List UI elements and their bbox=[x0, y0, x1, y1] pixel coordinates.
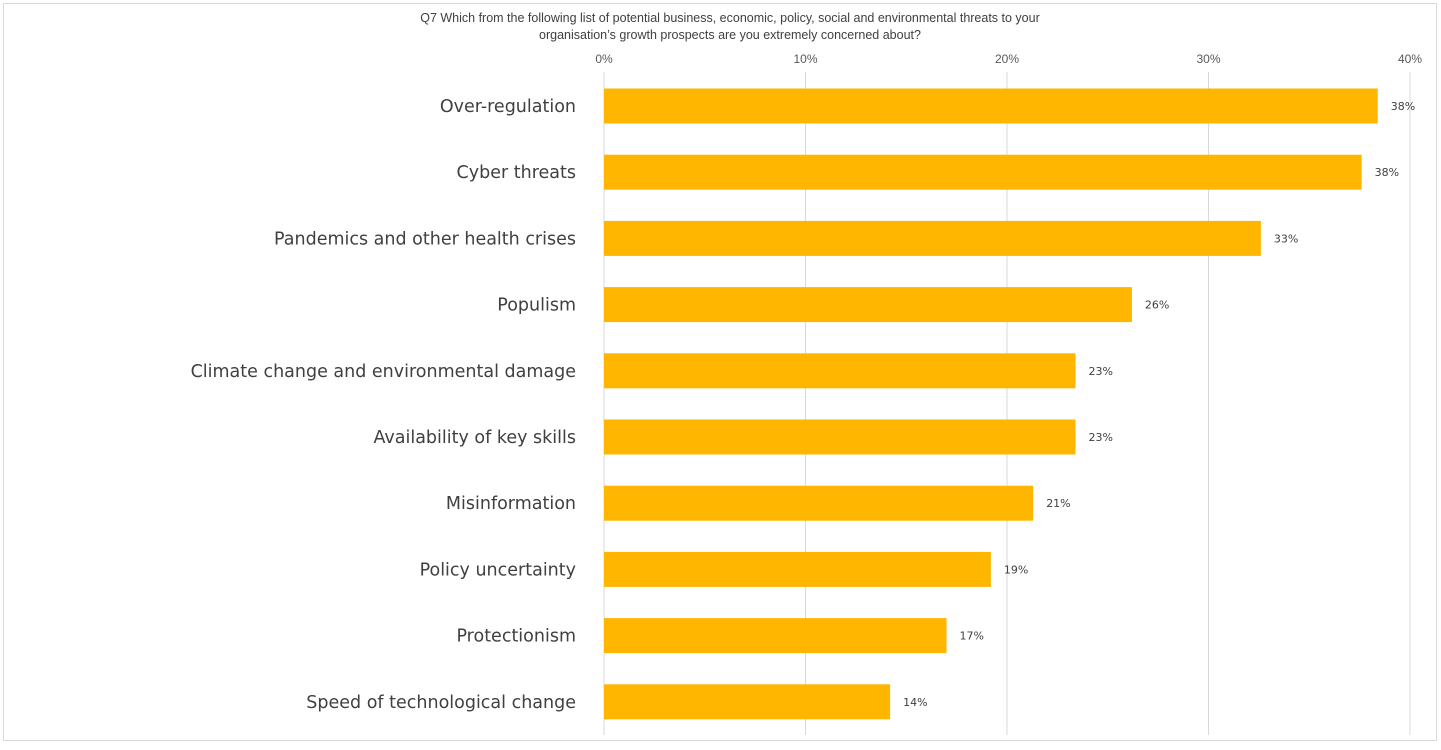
chart-title-line: Q7 Which from the following list of pote… bbox=[420, 11, 1040, 25]
bar bbox=[604, 88, 1378, 124]
data-label: 26% bbox=[1145, 299, 1169, 312]
category-label: Misinformation bbox=[446, 494, 576, 514]
bar bbox=[604, 220, 1261, 256]
value-labels: 38% 38% 33% 26% 23% 23% 21% 19% 17% 14% bbox=[903, 100, 1415, 709]
category-label: Speed of technological change bbox=[306, 693, 576, 713]
bar bbox=[604, 154, 1362, 190]
category-label: Protectionism bbox=[456, 627, 576, 647]
bars bbox=[604, 88, 1378, 720]
bar bbox=[604, 551, 991, 587]
bar bbox=[604, 353, 1076, 389]
data-label: 23% bbox=[1089, 431, 1113, 444]
category-label: Over-regulation bbox=[440, 97, 576, 117]
category-label: Availability of key skills bbox=[373, 428, 576, 448]
category-label: Pandemics and other health crises bbox=[274, 229, 576, 249]
category-label: Policy uncertainty bbox=[420, 560, 576, 580]
x-tick-label: 20% bbox=[995, 52, 1019, 66]
data-label: 23% bbox=[1089, 365, 1113, 378]
x-tick-label: 40% bbox=[1398, 52, 1422, 66]
bar bbox=[604, 485, 1034, 521]
bar bbox=[604, 287, 1132, 323]
bar bbox=[604, 419, 1076, 455]
data-label: 14% bbox=[903, 696, 927, 709]
category-labels: Over-regulation Cyber threats Pandemics an… bbox=[191, 97, 576, 713]
data-label: 38% bbox=[1391, 100, 1415, 113]
category-label: Climate change and environmental damage bbox=[191, 362, 576, 382]
chart-title-line: organisation’s growth prospects are you … bbox=[539, 28, 921, 42]
bar bbox=[604, 684, 891, 720]
data-label: 38% bbox=[1375, 166, 1399, 179]
x-tick-label: 30% bbox=[1196, 52, 1220, 66]
x-tick-label: 0% bbox=[595, 52, 613, 66]
bar bbox=[604, 618, 947, 654]
x-tick-label: 10% bbox=[793, 52, 817, 66]
category-label: Populism bbox=[497, 296, 576, 316]
data-label: 19% bbox=[1004, 563, 1028, 576]
data-label: 17% bbox=[960, 630, 984, 643]
chart-title: Q7 Which from the following list of pote… bbox=[420, 11, 1040, 42]
category-label: Cyber threats bbox=[457, 163, 576, 183]
data-label: 21% bbox=[1046, 497, 1070, 510]
x-axis-ticks: 0% 10% 20% 30% 40% bbox=[595, 52, 1422, 66]
chart-frame bbox=[3, 3, 1437, 741]
data-label: 33% bbox=[1274, 232, 1298, 245]
